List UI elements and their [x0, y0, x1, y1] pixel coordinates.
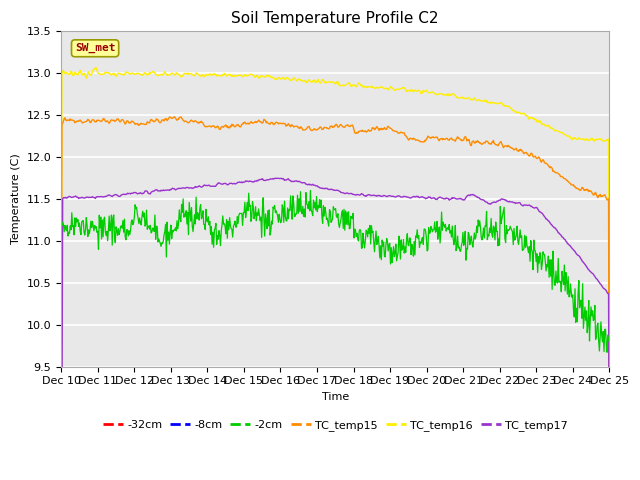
Text: SW_met: SW_met [75, 43, 115, 53]
Title: Soil Temperature Profile C2: Soil Temperature Profile C2 [232, 11, 439, 26]
X-axis label: Time: Time [322, 392, 349, 402]
Y-axis label: Temperature (C): Temperature (C) [11, 154, 21, 244]
Legend: -32cm, -8cm, -2cm, TC_temp15, TC_temp16, TC_temp17: -32cm, -8cm, -2cm, TC_temp15, TC_temp16,… [99, 416, 572, 436]
